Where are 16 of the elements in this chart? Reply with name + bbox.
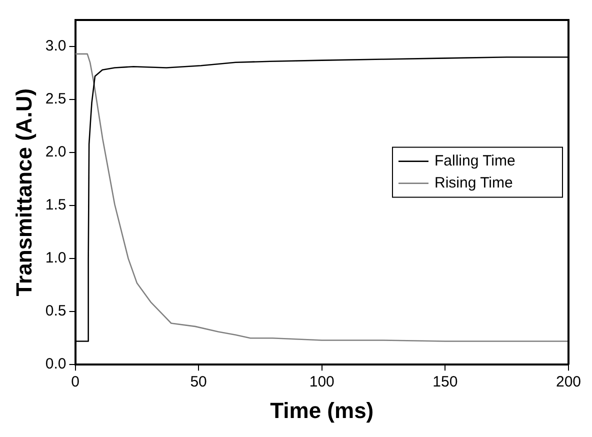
x-axis-title: Time (ms) — [270, 398, 374, 423]
x-tick-label: 150 — [432, 374, 458, 391]
x-tick-label: 200 — [556, 374, 581, 391]
legend-label: Rising Time — [434, 174, 513, 192]
y-axis-title: Transmittance (A.U) — [11, 88, 36, 296]
x-tick-label: 50 — [190, 374, 207, 391]
x-tick-label: 0 — [71, 374, 80, 391]
y-tick-label: 0.5 — [45, 302, 66, 320]
y-tick-label: 3.0 — [45, 38, 66, 55]
y-tick-label: 2.5 — [45, 90, 66, 108]
y-tick-label: 2.0 — [45, 144, 66, 161]
y-tick-label: 0.0 — [45, 356, 66, 373]
x-tick-label: 100 — [309, 374, 334, 391]
y-tick-label: 1.0 — [45, 250, 66, 267]
legend-label: Falling Time — [434, 152, 516, 170]
y-tick-label: 1.5 — [45, 196, 66, 214]
